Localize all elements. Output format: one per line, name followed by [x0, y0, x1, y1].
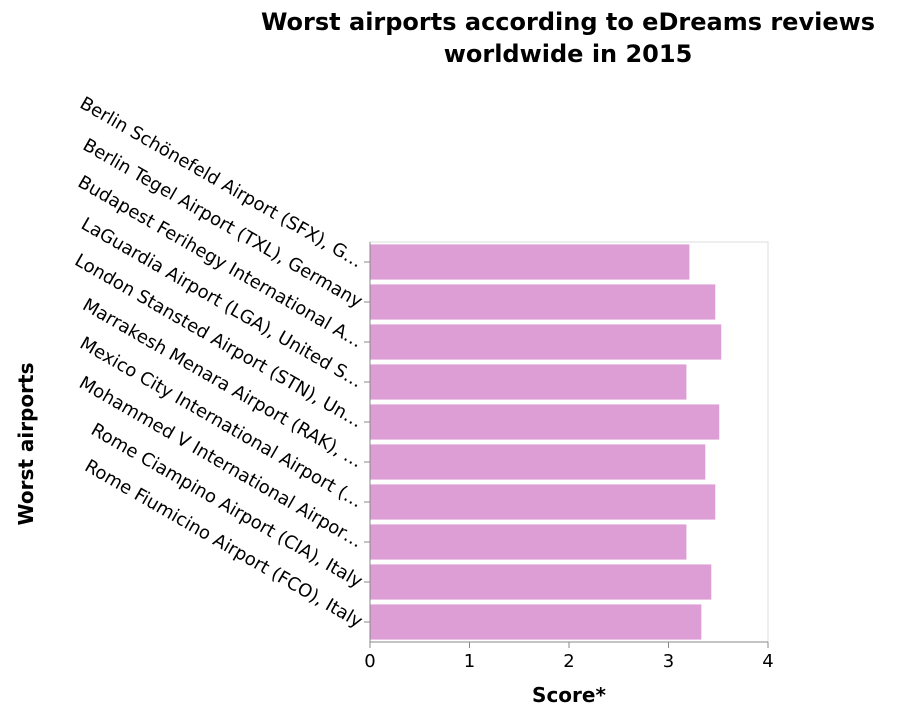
chart-title-line-1: Worst airports according to eDreams revi…: [261, 8, 875, 36]
bar: [370, 484, 716, 520]
bar: [370, 364, 687, 400]
y-axis-title: Worst airports: [14, 363, 38, 526]
category-labels-group: Berlin Schönefeld Airport (SFX), G…Berli…: [71, 93, 366, 633]
bar: [370, 604, 702, 640]
y-axis: [364, 242, 371, 642]
x-tick-label: 3: [663, 651, 674, 672]
x-tick-label: 2: [563, 651, 574, 672]
x-axis-title: Score*: [532, 683, 606, 707]
bar: [370, 284, 716, 320]
bars-group: [370, 244, 722, 640]
bar: [370, 324, 722, 360]
chart-title-line-2: worldwide in 2015: [444, 40, 693, 68]
bar: [370, 524, 687, 560]
bar: [370, 564, 712, 600]
x-axis: 0 1 2 3 4: [364, 641, 774, 672]
bar: [370, 444, 706, 480]
x-tick-label: 4: [762, 651, 773, 672]
x-tick-label: 0: [364, 651, 375, 672]
bar: [370, 404, 720, 440]
bar: [370, 244, 690, 280]
x-tick-label: 1: [464, 651, 475, 672]
